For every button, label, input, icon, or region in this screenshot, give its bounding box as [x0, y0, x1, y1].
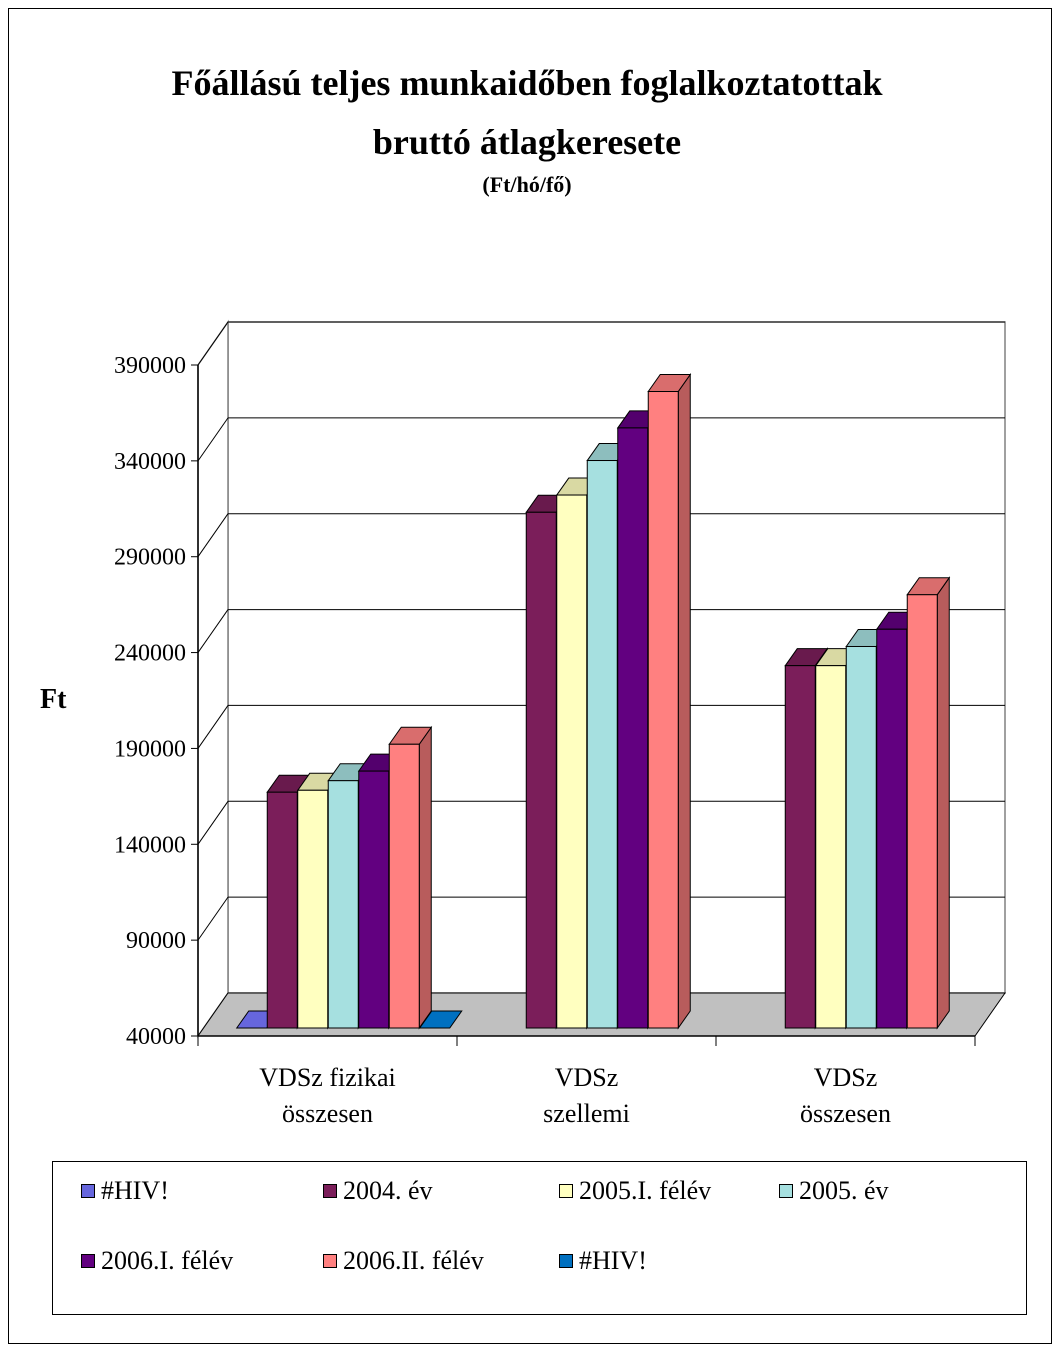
legend-swatch: [323, 1254, 337, 1268]
bar-0-3: [327, 780, 359, 1029]
gridline-diagonal: [197, 705, 229, 749]
gridline-diagonal: [197, 609, 229, 653]
chart-title-line1: Főállású teljes munkaidőben foglalkoztat…: [171, 63, 883, 103]
x-tick-label: összesen: [800, 1099, 891, 1128]
y-tick-label: 240000: [114, 641, 186, 667]
chart-subtitle: (Ft/hó/fő): [482, 172, 572, 197]
bar-1-5: [647, 391, 679, 1029]
legend-label: #HIV!: [101, 1176, 169, 1205]
y-tick-label: 190000: [114, 736, 186, 762]
gridline-diagonal: [197, 321, 229, 366]
legend-item: 2005.I. félév: [559, 1176, 711, 1206]
bar-1-3: [586, 460, 618, 1029]
legend-label: 2006.II. félév: [343, 1246, 484, 1275]
legend-item: #HIV!: [81, 1176, 169, 1206]
bar-1-1: [525, 511, 557, 1029]
gridline-diagonal: [197, 513, 229, 558]
y-tick-label: 290000: [114, 545, 186, 571]
legend-label: 2004. év: [343, 1176, 433, 1205]
bar-1-5-side: [677, 372, 691, 1030]
x-tick-label: szellemi: [543, 1099, 630, 1128]
y-tick-label: 340000: [114, 449, 186, 475]
bar-2-5: [906, 594, 938, 1029]
gridline-diagonal: [197, 896, 229, 941]
bar-0-1: [266, 791, 298, 1029]
legend-item: 2005. év: [779, 1176, 889, 1206]
y-axis-label: Ft: [40, 684, 67, 715]
x-tick-label: VDSz: [814, 1063, 878, 1092]
bar-2-3: [845, 645, 877, 1029]
x-tick-label: összesen: [282, 1099, 373, 1128]
legend-item: 2006.I. félév: [81, 1246, 233, 1276]
legend-label: 2005.I. félév: [579, 1176, 712, 1205]
y-tick-label: 390000: [114, 353, 186, 379]
y-tick-label: 40000: [126, 1024, 186, 1050]
x-tick-label: VDSz fizikai: [259, 1063, 395, 1092]
chart-title-line2: bruttó átlagkeresete: [372, 122, 682, 162]
legend-swatch: [323, 1184, 337, 1198]
legend-swatch: [779, 1184, 793, 1198]
legend-item: #HIV!: [559, 1246, 647, 1276]
legend-item: 2004. év: [323, 1176, 433, 1206]
legend-swatch: [81, 1254, 95, 1268]
gridline-diagonal: [197, 800, 229, 845]
gridline-diagonal: [197, 417, 229, 462]
bar-2-4: [876, 628, 908, 1029]
bar-1-4: [617, 427, 649, 1029]
bar-0-5: [388, 743, 420, 1029]
legend-label: 2005. év: [799, 1176, 889, 1205]
legend-label: #HIV!: [579, 1246, 647, 1275]
legend: #HIV! 2004. év 2005.I. félév 2005. év 2006.I…: [52, 1161, 1027, 1315]
left-wall: [197, 319, 229, 1039]
legend-swatch: [559, 1184, 573, 1198]
y-tick-label: 90000: [126, 928, 186, 954]
y-tick-label: 140000: [114, 832, 186, 858]
bar-1-2: [556, 494, 588, 1029]
bar-chart: 40000 90000 140000 190000 240000 290000 340000…: [114, 319, 1006, 1128]
bar-0-5-side: [418, 725, 432, 1030]
legend-swatch: [81, 1184, 95, 1198]
x-tick-label: VDSz: [555, 1063, 619, 1092]
legend-item: 2006.II. félév: [323, 1246, 484, 1276]
legend-label: 2006.I. félév: [101, 1246, 234, 1275]
legend-swatch: [559, 1254, 573, 1268]
bar-2-5-side: [936, 576, 950, 1030]
bar-0-6-flat: [418, 1010, 463, 1029]
bar-2-1: [784, 665, 816, 1029]
bar-0-4: [358, 770, 390, 1029]
bar-0-2: [297, 789, 329, 1029]
bar-2-2: [815, 665, 847, 1029]
